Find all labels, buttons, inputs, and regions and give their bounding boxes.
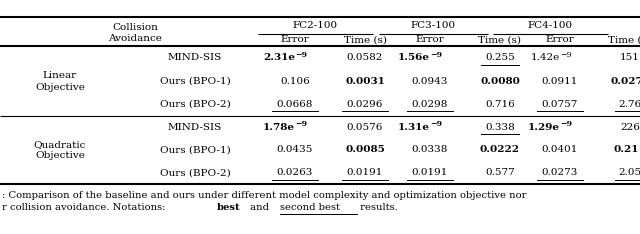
Text: Error: Error [546,36,574,44]
Text: and: and [248,202,273,212]
Text: 0.255: 0.255 [485,53,515,62]
Text: Objective: Objective [35,151,85,161]
Text: 0.0401: 0.0401 [542,146,578,154]
Text: 0.716: 0.716 [485,100,515,109]
Text: : Comparison of the baseline and ours under different model complexity and optim: : Comparison of the baseline and ours un… [2,191,527,201]
Text: −9: −9 [430,51,442,59]
Text: −9: −9 [430,120,442,128]
Text: 1.78e: 1.78e [263,123,295,132]
Text: Collision: Collision [112,23,158,32]
Text: 0.0668: 0.0668 [277,100,313,109]
Text: best: best [217,202,241,212]
Text: −9: −9 [560,120,572,128]
Text: 0.0191: 0.0191 [412,168,448,177]
Text: 0.0222: 0.0222 [480,146,520,154]
Text: Linear: Linear [43,72,77,80]
Text: 0.577: 0.577 [485,168,515,177]
Text: Time (s): Time (s) [609,36,640,44]
Text: MIND-SIS: MIND-SIS [168,123,222,132]
Text: 0.0263: 0.0263 [277,168,313,177]
Text: 0.0576: 0.0576 [347,123,383,132]
Text: Quadratic: Quadratic [34,140,86,150]
Text: FC4-100: FC4-100 [528,21,573,30]
Text: −9: −9 [560,51,572,59]
Text: Time (s): Time (s) [344,36,387,44]
Text: 226: 226 [620,123,640,132]
Text: 0.0085: 0.0085 [345,146,385,154]
Text: 2.05: 2.05 [618,168,640,177]
Text: FC3-100: FC3-100 [411,21,456,30]
Text: 0.0298: 0.0298 [412,100,448,109]
Text: 1.31e: 1.31e [398,123,430,132]
Text: FC2-100: FC2-100 [293,21,338,30]
Text: 0.0911: 0.0911 [542,77,578,85]
Text: Objective: Objective [35,83,85,91]
Text: 0.106: 0.106 [280,77,310,85]
Text: 1.42e: 1.42e [531,53,560,62]
Text: 0.0080: 0.0080 [480,77,520,85]
Text: −9: −9 [295,51,307,59]
Text: r collision avoidance. Notations:: r collision avoidance. Notations: [2,202,168,212]
Text: 0.211: 0.211 [614,146,640,154]
Text: 0.0943: 0.0943 [412,77,448,85]
Text: 151: 151 [620,53,640,62]
Text: 2.76: 2.76 [618,100,640,109]
Text: 0.0296: 0.0296 [347,100,383,109]
Text: 1.29e: 1.29e [528,123,560,132]
Text: Error: Error [280,36,309,44]
Text: 0.0031: 0.0031 [345,77,385,85]
Text: 0.338: 0.338 [485,123,515,132]
Text: MIND-SIS: MIND-SIS [168,53,222,62]
Text: 0.0435: 0.0435 [277,146,313,154]
Text: Error: Error [415,36,444,44]
Text: 0.0757: 0.0757 [542,100,578,109]
Text: 2.31e: 2.31e [263,53,295,62]
Text: Time (s): Time (s) [479,36,522,44]
Text: 0.0582: 0.0582 [347,53,383,62]
Text: Ours (BPO-1): Ours (BPO-1) [159,146,230,154]
Text: 1.56e: 1.56e [398,53,430,62]
Text: results.: results. [357,202,398,212]
Text: 0.0279: 0.0279 [610,77,640,85]
Text: 0.0191: 0.0191 [347,168,383,177]
Text: 0.0338: 0.0338 [412,146,448,154]
Text: Avoidance: Avoidance [108,34,162,43]
Text: Ours (BPO-2): Ours (BPO-2) [159,100,230,109]
Text: −9: −9 [295,120,307,128]
Text: 0.0273: 0.0273 [542,168,578,177]
Text: Ours (BPO-1): Ours (BPO-1) [159,77,230,85]
Text: second best: second best [280,202,340,212]
Text: Ours (BPO-2): Ours (BPO-2) [159,168,230,177]
